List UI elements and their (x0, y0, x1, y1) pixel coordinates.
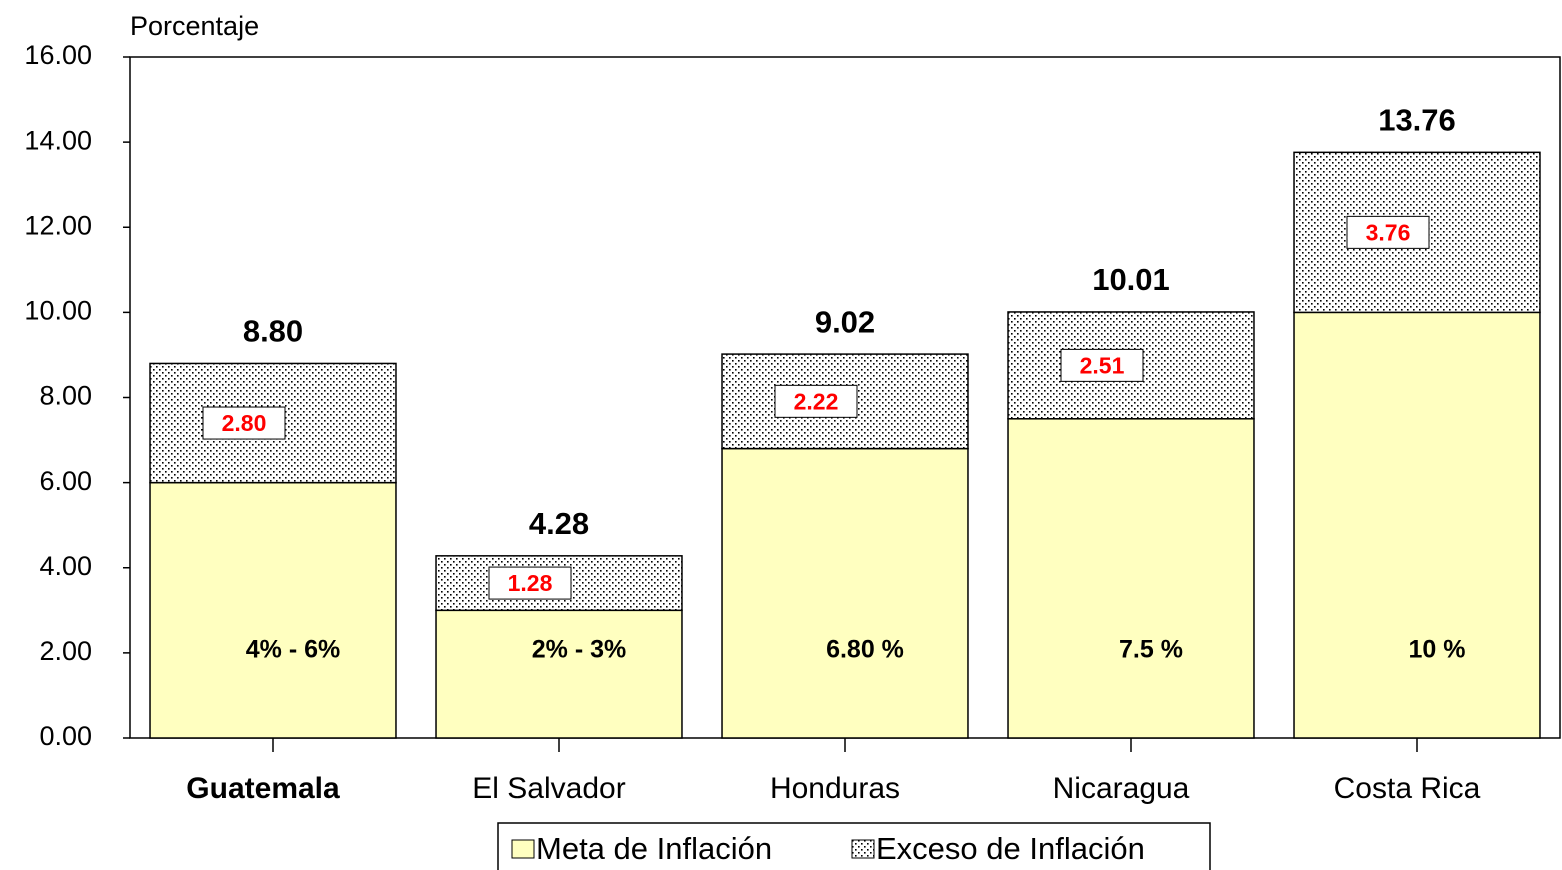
y-tick-label: 4.00 (39, 551, 92, 581)
legend (497, 822, 1211, 870)
label-box (1346, 215, 1430, 249)
y-tick-label: 8.00 (39, 381, 92, 411)
segment-label: 4% - 6% (246, 635, 340, 663)
x-tick-label: El Salvador (472, 772, 625, 805)
segment-label: 2.22 (794, 388, 839, 414)
legend-label: Meta de Inflación (536, 831, 772, 866)
bar-segment (1293, 311, 1541, 739)
y-tick-label: 16.00 (24, 40, 92, 70)
total-label: 10.01 (1092, 262, 1170, 297)
segment-label: 10 % (1409, 635, 1466, 663)
y-tick-label: 6.00 (39, 466, 92, 496)
segment-label: 2.51 (1080, 352, 1125, 378)
bar-segment (1007, 418, 1255, 739)
label-box (774, 384, 858, 418)
segment-label: 1.28 (508, 570, 553, 596)
total-label: 9.02 (815, 304, 875, 339)
x-tick-label: Guatemala (186, 772, 340, 805)
legend-label: Exceso de Inflación (876, 831, 1145, 866)
segment-label: 7.5 % (1119, 635, 1183, 663)
bar-segment (435, 609, 683, 739)
segment-label: 2.80 (222, 410, 267, 436)
bar-segment (721, 447, 969, 739)
y-tick-label: 14.00 (24, 125, 92, 155)
label-box (202, 406, 286, 440)
x-tick-label: Honduras (770, 772, 900, 805)
total-label: 4.28 (529, 506, 589, 541)
total-label: 8.80 (243, 314, 303, 349)
y-tick-label: 12.00 (24, 210, 92, 240)
segment-label: 2% - 3% (532, 635, 626, 663)
y-tick-label: 10.00 (24, 296, 92, 326)
y-tick-label: 0.00 (39, 721, 92, 751)
x-tick-label: Nicaragua (1053, 772, 1190, 805)
total-label: 13.76 (1378, 103, 1456, 138)
x-tick-label: Costa Rica (1334, 772, 1481, 805)
legend-swatch (511, 839, 535, 859)
legend-swatch (851, 839, 875, 859)
segment-label: 6.80 % (826, 635, 904, 663)
axis-title: Porcentaje (130, 11, 259, 41)
y-tick-label: 2.00 (39, 636, 92, 666)
segment-label: 3.76 (1366, 219, 1411, 245)
label-box (1060, 348, 1144, 382)
label-box (488, 566, 572, 600)
bar-segment (149, 481, 397, 739)
